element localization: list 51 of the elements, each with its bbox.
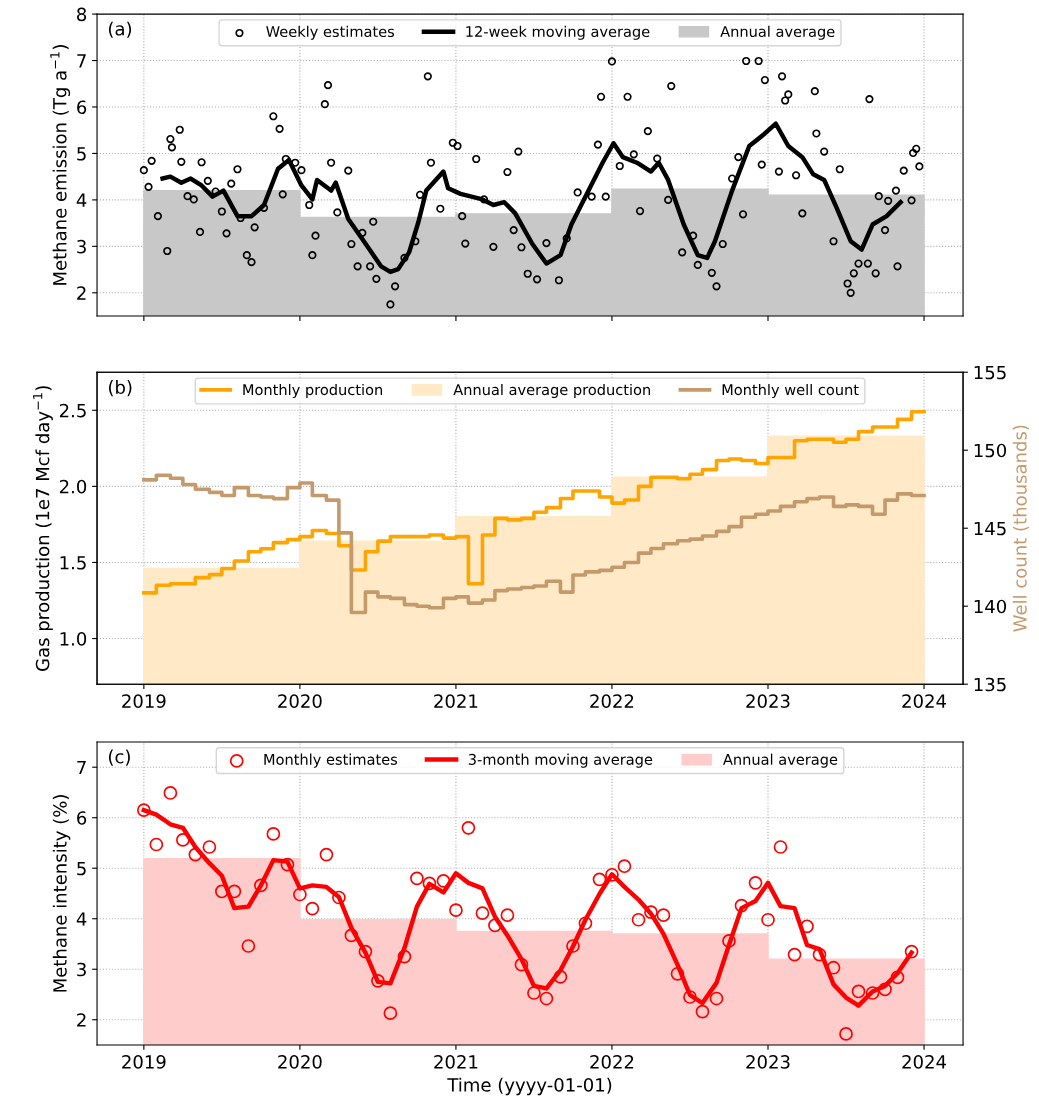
y2-tick-label: 145 [974, 521, 1006, 536]
annotation: (c) [108, 749, 130, 766]
y-tick-label: 5 [77, 861, 86, 876]
x-tick-label: 2022 [590, 1055, 634, 1069]
legend-label: Monthly estimates [264, 753, 398, 768]
y2-axis-title: Well count (thousands) [1012, 425, 1029, 632]
y-axis-title: Methane intensity (%) [52, 795, 71, 992]
legend-label: Annual average [723, 753, 838, 768]
x-tick-label: 2021 [434, 694, 478, 708]
y-tick-label: 6 [77, 811, 87, 825]
y-tick-label: 2 [77, 286, 86, 300]
annotation: (a) [108, 21, 132, 38]
x-tick-label: 2024 [902, 694, 946, 708]
x-tick-label: 2023 [746, 1055, 790, 1069]
y-tick-label: 3 [77, 962, 86, 977]
y-tick-label: 1.5 [60, 556, 86, 570]
y-tick-label: 2.0 [59, 479, 87, 494]
legend-label: Annual average production [453, 383, 650, 399]
y-tick-label: 4 [76, 193, 87, 207]
legend-label: 3-month moving average [468, 753, 653, 768]
legend-label: Annual average [720, 25, 835, 40]
x-tick-label: 2024 [902, 1055, 946, 1069]
y2-tick-label: 155 [974, 365, 1006, 380]
y-tick-label: 3 [77, 239, 86, 254]
x-tick-label: 2019 [122, 1055, 166, 1069]
x-axis-title: Time (yyyy-01-01) [447, 1077, 612, 1096]
x-tick-label: 2020 [278, 1055, 322, 1069]
y2-tick-label: 135 [974, 677, 1006, 692]
x-tick-label: 2022 [590, 694, 634, 708]
y-tick-label: 6 [77, 100, 87, 115]
y-tick-label: 7 [77, 760, 86, 775]
y-axis-title: Gas production (1e7 Mcf day$^{−1}$) [33, 386, 53, 671]
x-tick-label: 2019 [122, 694, 166, 708]
y-tick-label: 5 [77, 147, 86, 161]
y-tick-label: 2.5 [59, 403, 86, 418]
legend-label: Monthly well count [722, 383, 859, 399]
legend-label: 12-week moving average [466, 25, 650, 40]
y-tick-label: 1.0 [60, 632, 87, 646]
y2-tick-label: 140 [974, 599, 1007, 614]
y-tick-label: 4 [76, 912, 87, 926]
legend-label: Weekly estimates [266, 25, 395, 40]
y2-tick-label: 150 [974, 443, 1007, 458]
y-tick-label: 2 [77, 1013, 86, 1027]
annotation: (b) [108, 380, 132, 397]
y-tick-label: 8 [77, 7, 87, 22]
x-tick-label: 2023 [746, 694, 790, 708]
legend-label: Monthly production [243, 383, 382, 399]
x-tick-label: 2020 [278, 694, 322, 708]
y-axis-title: Methane emission (Tg a$^{−1}$) [50, 45, 71, 285]
x-tick-label: 2021 [434, 1055, 478, 1069]
y-tick-label: 7 [77, 54, 86, 68]
